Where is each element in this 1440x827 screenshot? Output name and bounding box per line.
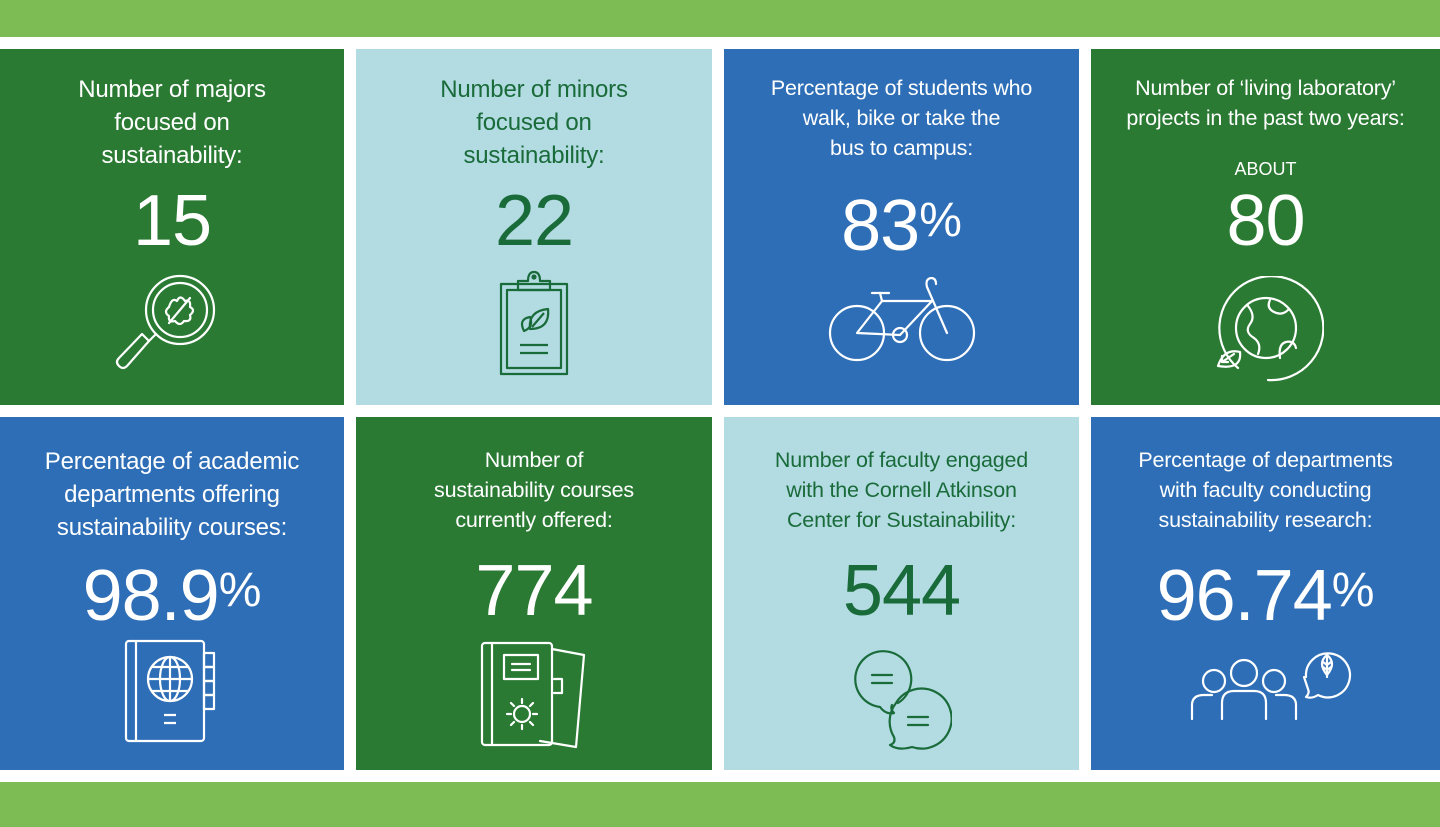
passport-globe-icon	[124, 639, 220, 743]
stat-tile-academic-departments: Percentage of academic departments offer…	[0, 417, 344, 770]
chat-bubbles-icon	[852, 649, 952, 753]
stat-value: 96.74%	[1156, 556, 1375, 636]
stat-label: Percentage of students who walk, bike or…	[770, 76, 1033, 160]
people-leaf-bubble-icon	[1188, 637, 1358, 721]
stat-prefix: ABOUT	[1234, 159, 1297, 179]
stat-value: 15	[132, 181, 212, 261]
stat-tile-majors: Number of majors focused on sustainabili…	[0, 49, 344, 405]
stat-label: Number of majors focused on sustainabili…	[78, 76, 266, 169]
stat-label: Number of ‘living laboratory’ projects i…	[1126, 76, 1405, 130]
stat-value: 80	[1226, 181, 1305, 261]
stat-value: 544	[842, 551, 961, 631]
bottom-green-band	[0, 782, 1440, 827]
stat-value: 83%	[841, 186, 962, 266]
stat-tile-departments-research: Percentage of departments with faculty c…	[1091, 417, 1440, 770]
stat-label: Number of sustainability courses current…	[434, 448, 634, 532]
stat-label: Percentage of departments with faculty c…	[1138, 448, 1393, 532]
stat-label: Number of minors focused on sustainabili…	[440, 76, 628, 169]
stat-label: Number of faculty engaged with the Corne…	[774, 448, 1029, 532]
clipboard-leaf-icon	[498, 267, 570, 377]
stat-value: 98.9%	[82, 556, 262, 636]
stat-tile-commute: Percentage of students who walk, bike or…	[724, 49, 1079, 405]
globe-leaf-cycle-icon	[1208, 276, 1324, 382]
stat-value: 22	[494, 181, 574, 261]
stat-tile-faculty-engaged: Number of faculty engaged with the Corne…	[724, 417, 1079, 770]
stat-label: Percentage of academic departments offer…	[44, 448, 300, 541]
stat-tile-minors: Number of minors focused on sustainabili…	[356, 49, 712, 405]
stat-value: 774	[475, 551, 593, 631]
bicycle-icon	[827, 277, 977, 365]
magnifier-leaf-icon	[112, 274, 232, 374]
top-green-band	[0, 0, 1440, 37]
books-sun-icon	[480, 639, 588, 749]
stat-tile-courses: Number of sustainability courses current…	[356, 417, 712, 770]
stat-tile-living-lab: Number of ‘living laboratory’ projects i…	[1091, 49, 1440, 405]
